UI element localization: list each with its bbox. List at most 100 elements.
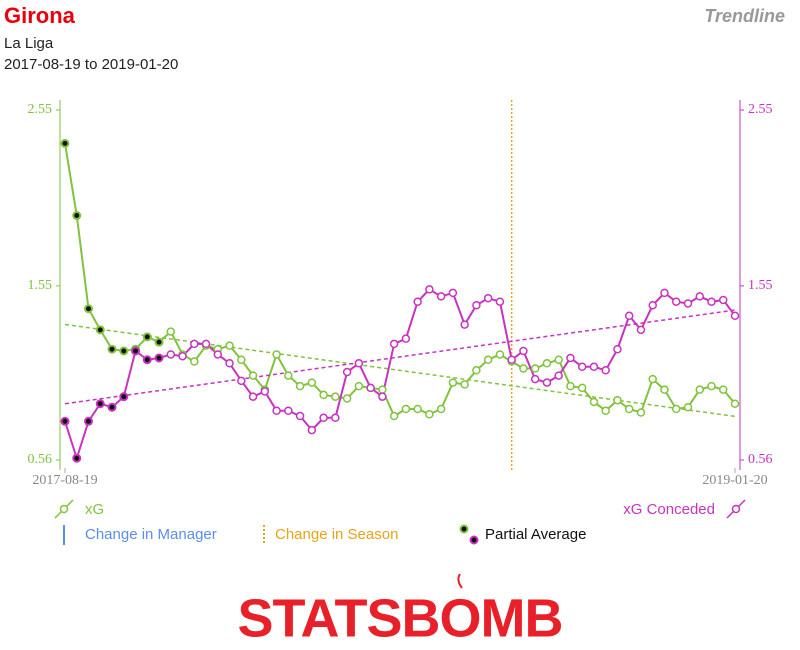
data-point [366, 383, 375, 393]
data-point [601, 406, 610, 416]
x-tick-label: 2017-08-19 [32, 473, 97, 488]
data-point [272, 350, 281, 359]
legend-icon [731, 504, 741, 514]
data-point [624, 311, 634, 321]
data-point [401, 404, 411, 414]
data-point [413, 404, 422, 414]
data-point [201, 339, 211, 349]
data-point [319, 390, 328, 400]
data-point [154, 337, 164, 347]
data-point [472, 366, 481, 375]
legend-label: xG [85, 501, 104, 518]
data-point [636, 408, 646, 417]
data-point [436, 292, 446, 301]
data-point [566, 353, 575, 363]
data-point [683, 299, 693, 308]
data-point [378, 392, 387, 401]
data-point [601, 366, 610, 375]
y2-tick-label: 2.55 [748, 102, 773, 117]
data-point [237, 355, 246, 364]
data-point [448, 288, 458, 298]
data-point [307, 425, 317, 435]
data-point [225, 359, 234, 368]
data-point [483, 355, 493, 364]
data-point [730, 399, 740, 408]
data-point [495, 350, 505, 359]
data-point [84, 416, 94, 426]
data-point [507, 355, 516, 364]
data-point [483, 293, 493, 303]
data-point [331, 392, 340, 401]
data-point [718, 385, 728, 394]
legend-label: Change in Season [275, 526, 398, 543]
data-point [354, 381, 364, 391]
data-point [295, 381, 305, 391]
legend-label: Partial Average [485, 526, 586, 543]
data-point [190, 357, 199, 366]
logo-fuse [457, 573, 463, 589]
data-point [566, 381, 575, 391]
data-point [636, 325, 646, 335]
data-point [495, 297, 505, 306]
data-point [389, 411, 399, 421]
data-point [624, 404, 634, 414]
data-point [284, 406, 293, 416]
data-point [95, 325, 105, 335]
data-point [154, 353, 164, 363]
data-point [519, 346, 528, 356]
data-point [107, 344, 117, 354]
legend-icon [59, 504, 69, 514]
data-point [707, 381, 716, 391]
data-point [60, 416, 70, 426]
y-tick-label: 2.55 [28, 102, 53, 117]
data-point [354, 359, 364, 368]
data-point [107, 402, 117, 412]
y2-tick-label: 1.55 [748, 278, 773, 293]
date-range: 2017-08-19 to 2019-01-20 [4, 56, 178, 73]
trendline [64, 309, 736, 405]
data-point [142, 355, 152, 365]
data-point [589, 397, 599, 407]
data-point [530, 364, 540, 373]
data-point [648, 300, 657, 310]
data-point [142, 332, 152, 342]
data-point [342, 367, 352, 377]
data-point [648, 374, 657, 384]
team-title: Girona [4, 3, 76, 28]
data-point [718, 295, 728, 305]
data-point [460, 320, 469, 329]
data-point [401, 334, 411, 343]
data-point [542, 359, 552, 368]
data-point [413, 297, 422, 306]
data-point [166, 350, 176, 359]
data-point [613, 344, 622, 354]
logo: STATSBOMB [238, 588, 563, 648]
legend-label: xG Conceded [623, 501, 715, 518]
data-point [554, 371, 563, 380]
data-point [248, 371, 258, 380]
data-point [272, 406, 281, 416]
series-line [64, 143, 736, 418]
data-point [213, 350, 223, 359]
mode-label: Trendline [704, 6, 785, 26]
data-point [660, 288, 669, 298]
data-point [225, 341, 234, 350]
data-point [460, 380, 469, 389]
data-point [542, 378, 552, 387]
data-point [331, 413, 340, 423]
data-point [84, 304, 94, 314]
data-point [178, 351, 187, 361]
data-point [695, 292, 704, 301]
data-point [378, 385, 387, 394]
y2-tick-label: 0.56 [748, 452, 773, 467]
data-point [671, 404, 681, 414]
data-point [554, 355, 563, 364]
series-line [64, 288, 736, 462]
data-point [389, 339, 399, 349]
data-point [260, 387, 270, 396]
data-point [60, 138, 70, 148]
x-tick-label: 2019-01-20 [702, 473, 767, 488]
data-point [671, 297, 681, 306]
data-point [577, 362, 587, 372]
